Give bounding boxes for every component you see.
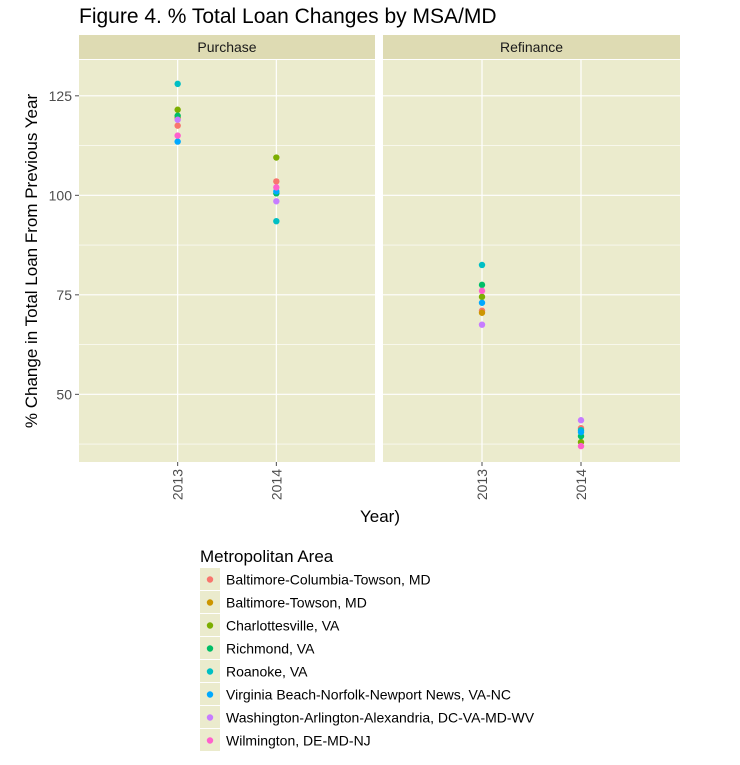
panel-background-refinance bbox=[383, 60, 680, 462]
data-point bbox=[478, 293, 486, 301]
legend-key-dot bbox=[206, 737, 214, 744]
legend-key-dot bbox=[206, 599, 214, 606]
data-point bbox=[273, 178, 280, 185]
data-point bbox=[174, 132, 181, 139]
data-point bbox=[273, 198, 280, 205]
facet-strip-purchase bbox=[79, 35, 375, 59]
legend-key-dot bbox=[206, 691, 214, 698]
x-tick-label: 2014 bbox=[268, 469, 284, 500]
data-point bbox=[273, 217, 280, 225]
panel-background-purchase bbox=[79, 60, 375, 462]
y-tick-label: 100 bbox=[49, 187, 73, 203]
legend-item-label: Wilmington, DE-MD-NJ bbox=[226, 733, 371, 749]
data-point bbox=[174, 80, 181, 88]
data-point bbox=[174, 138, 181, 145]
data-point bbox=[478, 299, 486, 306]
x-axis-title: Year) bbox=[360, 507, 400, 526]
legend-item-label: Charlottesville, VA bbox=[226, 618, 340, 634]
legend-key-dot bbox=[206, 668, 214, 675]
legend-item-label: Baltimore-Columbia-Towson, MD bbox=[226, 572, 431, 588]
legend-key-dot bbox=[206, 576, 214, 583]
grid-lines bbox=[79, 60, 680, 462]
x-tick-label: 2013 bbox=[474, 469, 490, 500]
data-point bbox=[273, 184, 280, 191]
data-point bbox=[174, 116, 181, 123]
x-tick-label: 2013 bbox=[170, 469, 186, 500]
y-tick-label: 75 bbox=[56, 287, 72, 303]
legend: Metropolitan Area Baltimore-Columbia-Tow… bbox=[200, 547, 535, 751]
y-axis-ticks: 50 75 100 125 bbox=[49, 88, 79, 402]
legend-item-label: Virginia Beach-Norfolk-Newport News, VA-… bbox=[226, 687, 511, 703]
data-point bbox=[174, 122, 181, 129]
data-point bbox=[478, 321, 486, 328]
data-point bbox=[577, 417, 585, 424]
x-tick-label: 2014 bbox=[573, 469, 589, 500]
legend-title: Metropolitan Area bbox=[200, 547, 334, 566]
legend-item-label: Baltimore-Towson, MD bbox=[226, 595, 367, 611]
data-point bbox=[577, 428, 585, 436]
data-points bbox=[174, 80, 585, 450]
legend-key-dot bbox=[206, 645, 214, 652]
data-point bbox=[577, 442, 585, 450]
legend-item-label: Roanoke, VA bbox=[226, 664, 308, 680]
y-tick-label: 125 bbox=[49, 88, 73, 104]
data-point bbox=[273, 154, 280, 161]
legend-item-label: Washington-Arlington-Alexandria, DC-VA-M… bbox=[226, 710, 535, 726]
data-point bbox=[478, 261, 486, 269]
chart-title: Figure 4. % Total Loan Changes by MSA/MD bbox=[79, 5, 497, 28]
data-point bbox=[174, 106, 181, 113]
data-point bbox=[478, 309, 486, 316]
data-point bbox=[478, 287, 486, 295]
legend-key-dot bbox=[206, 714, 214, 721]
data-point bbox=[478, 281, 486, 289]
y-axis-title: % Change in Total Loan From Previous Yea… bbox=[22, 94, 41, 429]
legend-key-dot bbox=[206, 622, 214, 629]
legend-item-label: Richmond, VA bbox=[226, 641, 315, 657]
x-axis-ticks: 2013 2014 2013 2014 bbox=[170, 462, 589, 500]
facet-label-refinance: Refinance bbox=[500, 39, 563, 55]
facet-label-purchase: Purchase bbox=[197, 39, 256, 55]
y-tick-label: 50 bbox=[56, 386, 72, 402]
facet-strip-refinance bbox=[383, 35, 680, 59]
